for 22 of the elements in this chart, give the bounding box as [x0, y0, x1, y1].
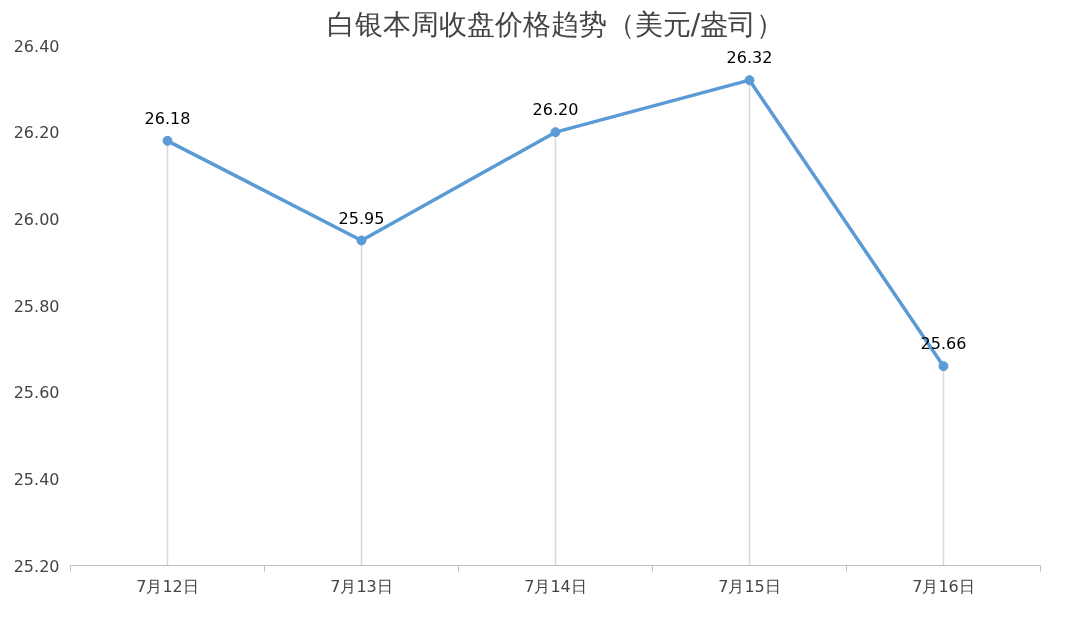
- x-tick-label: 7月14日: [524, 576, 587, 596]
- point: [744, 75, 755, 86]
- y-tick-label: 25.80: [13, 296, 60, 316]
- point: [938, 361, 949, 372]
- x-tick-label: 7月16日: [912, 576, 975, 596]
- point: [550, 127, 561, 138]
- point: [162, 135, 173, 146]
- data-label: 26.20: [532, 100, 579, 120]
- x-tick-label: 7月12日: [136, 576, 199, 596]
- x-tick-label: 7月13日: [330, 576, 393, 596]
- chart-title: 白银本周收盘价格趋势（美元/盎司）: [326, 7, 785, 41]
- y-tick-label: 25.20: [13, 556, 60, 576]
- data-label: 26.18: [144, 108, 191, 128]
- data-label: 26.32: [726, 48, 773, 68]
- y-tick-label: 25.40: [13, 469, 60, 489]
- y-tick-label: 26.00: [13, 209, 60, 229]
- y-tick-label: 26.20: [13, 123, 60, 143]
- x-tick-label: 7月15日: [718, 576, 781, 596]
- data-label: 25.95: [338, 208, 385, 228]
- point: [356, 235, 367, 246]
- y-tick-label: 25.60: [13, 383, 60, 403]
- y-tick-label: 26.40: [13, 36, 60, 56]
